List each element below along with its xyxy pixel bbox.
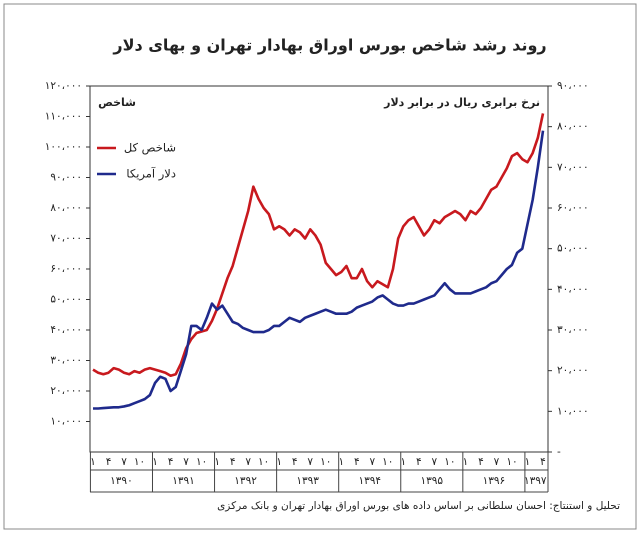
x-tick-label: ۱ (401, 456, 407, 468)
x-tick-label: ۱۰ (444, 456, 455, 468)
x-tick-label: ۱۰ (382, 456, 393, 468)
y-tick-label: ۹۰،۰۰۰ (50, 172, 82, 184)
x-tick-label: ۱ (276, 456, 282, 468)
outer-frame (3, 3, 637, 530)
y-tick-label: ۱۰۰،۰۰۰ (45, 141, 82, 153)
y2-tick-label: ۳۰،۰۰۰ (557, 324, 589, 336)
y-tick-label: ۲۰،۰۰۰ (50, 385, 82, 397)
y-tick-label: ۳۰،۰۰۰ (50, 355, 82, 367)
y2-tick-label: ۵۰،۰۰۰ (557, 243, 589, 255)
series-line (92, 113, 545, 378)
year-label: ۱۳۹۴ (358, 475, 381, 487)
year-label: ۱۳۹۷ (524, 475, 547, 487)
y-tick-label: ۷۰،۰۰۰ (50, 233, 82, 245)
y2-tick-label: ۲۰،۰۰۰ (557, 365, 589, 377)
year-label: ۱۳۹۱ (172, 475, 195, 487)
year-label: ۱۳۹۳ (296, 475, 319, 487)
year-label: ۱۳۹۵ (421, 475, 444, 487)
x-tick-label: ۴ (540, 456, 546, 468)
x-tick-label: ۱۰ (320, 456, 331, 468)
x-tick-label: ۴ (478, 456, 484, 468)
y2-tick-label: ۹۰،۰۰۰ (557, 80, 589, 92)
legend-label: شاخص کل (124, 141, 176, 156)
x-tick-label: ۱۰ (506, 456, 517, 468)
x-tick-label: ۷ (369, 456, 375, 468)
chart-title: روند رشد شاخص بورس اوراق بهادار تهران و … (112, 36, 546, 55)
x-tick-label: ۷ (307, 456, 313, 468)
x-tick-label: ۱ (152, 456, 158, 468)
series-line (93, 130, 545, 410)
x-tick-label: ۱۰ (196, 456, 207, 468)
x-tick-label: ۱ (525, 456, 531, 468)
x-tick-label: ۷ (494, 456, 500, 468)
y-tick-label: ۵۰،۰۰۰ (50, 294, 82, 306)
x-tick-label: ۴ (106, 456, 112, 468)
y2-tick-label: ۶۰،۰۰۰ (557, 202, 589, 214)
x-tick-label: ۴ (354, 456, 360, 468)
year-label: ۱۳۹۶ (483, 475, 506, 487)
x-tick-label: ۴ (292, 456, 298, 468)
x-tick-label: ۱ (214, 456, 220, 468)
y-tick-label: ۶۰،۰۰۰ (50, 263, 82, 275)
x-tick-label: ۴ (230, 456, 236, 468)
x-tick-label: ۱ (463, 456, 469, 468)
y-tick-label: ۸۰،۰۰۰ (50, 202, 82, 214)
y-tick-label: ۱۱۰،۰۰۰ (45, 111, 82, 123)
y-tick-label: ۴۰،۰۰۰ (50, 324, 82, 336)
x-tick-label: ۷ (121, 456, 127, 468)
x-tick-label: ۱۰ (258, 456, 269, 468)
y-tick-label: ۱۲۰،۰۰۰ (45, 80, 82, 92)
y-axis-label: شاخص (98, 96, 136, 109)
y2-tick-label: ۸۰،۰۰۰ (557, 121, 589, 133)
y2-axis-label: نرخ برابری ریال در برابر دلار (383, 96, 540, 109)
y2-tick-label: - (557, 446, 561, 458)
year-label: ۱۳۹۰ (110, 475, 133, 487)
x-tick-label: ۴ (168, 456, 174, 468)
x-tick-label: ۴ (416, 456, 422, 468)
y2-tick-label: ۷۰،۰۰۰ (557, 161, 589, 173)
x-tick-label: ۱ (90, 456, 96, 468)
year-label: ۱۳۹۲ (234, 475, 257, 487)
x-tick-label: ۱ (338, 456, 344, 468)
y2-tick-label: ۴۰،۰۰۰ (557, 283, 589, 295)
y2-tick-label: ۱۰،۰۰۰ (557, 405, 589, 417)
x-tick-label: ۱۰ (134, 456, 145, 468)
source-note: تحلیل و استنتاج: احسان سلطانی بر اساس دا… (217, 500, 620, 512)
x-tick-label: ۷ (245, 456, 251, 468)
legend-label: دلار آمریکا (126, 167, 176, 182)
x-tick-label: ۷ (432, 456, 438, 468)
x-tick-label: ۷ (183, 456, 189, 468)
y-tick-label: ۱۰،۰۰۰ (50, 416, 82, 428)
